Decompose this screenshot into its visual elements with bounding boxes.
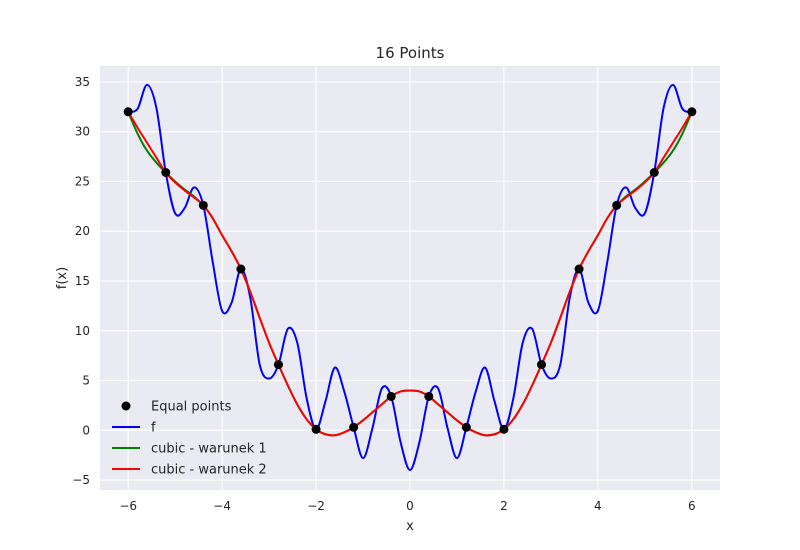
- x-axis-label: x: [406, 519, 414, 534]
- x-tick-label: 2: [500, 499, 508, 513]
- data-point: [424, 391, 434, 401]
- y-tick-label: 10: [75, 324, 90, 338]
- x-tick-label: −6: [119, 499, 137, 513]
- y-axis-ticks: −5 0 5 10 15 20 25 30 35: [72, 75, 90, 487]
- y-tick-label: 5: [82, 374, 90, 388]
- data-point: [273, 360, 283, 370]
- data-point: [649, 167, 659, 177]
- data-point: [349, 422, 359, 432]
- y-tick-label: 30: [75, 125, 90, 139]
- x-tick-label: −4: [213, 499, 231, 513]
- data-point: [687, 107, 697, 117]
- data-point: [499, 424, 509, 434]
- legend: Equal points f cubic - warunek 1 cubic - wa…: [112, 400, 267, 478]
- chart-title: 16 Points: [376, 44, 445, 62]
- x-tick-label: 4: [594, 499, 602, 513]
- legend-label: f: [151, 421, 156, 436]
- y-tick-label: −5: [72, 473, 90, 487]
- data-points: [123, 107, 697, 434]
- grid: [100, 66, 720, 490]
- data-point: [161, 167, 171, 177]
- y-tick-label: 20: [75, 224, 90, 238]
- x-axis-ticks: −6 −4 −2 0 2 4 6: [119, 499, 695, 513]
- legend-label: cubic - warunek 1: [151, 442, 267, 457]
- y-tick-label: 35: [75, 75, 90, 89]
- x-tick-label: −2: [307, 499, 325, 513]
- legend-label: cubic - warunek 2: [151, 463, 267, 478]
- data-point: [461, 422, 471, 432]
- y-tick-label: 25: [75, 174, 90, 188]
- series-lines: [127, 83, 693, 472]
- data-point: [386, 391, 396, 401]
- legend-label: Equal points: [151, 400, 232, 415]
- data-point: [198, 200, 208, 210]
- y-axis-label: f(x): [55, 267, 70, 289]
- series-line-2: [127, 111, 693, 437]
- y-tick-label: 0: [82, 423, 90, 437]
- data-point: [311, 424, 321, 434]
- legend-marker-points: [121, 401, 131, 411]
- y-tick-label: 15: [75, 274, 90, 288]
- data-point: [612, 200, 622, 210]
- data-point: [123, 107, 133, 117]
- x-tick-label: 0: [406, 499, 414, 513]
- series-line-0: [127, 83, 693, 472]
- x-tick-label: 6: [688, 499, 696, 513]
- data-point: [236, 264, 246, 274]
- data-point: [537, 360, 547, 370]
- data-point: [574, 264, 584, 274]
